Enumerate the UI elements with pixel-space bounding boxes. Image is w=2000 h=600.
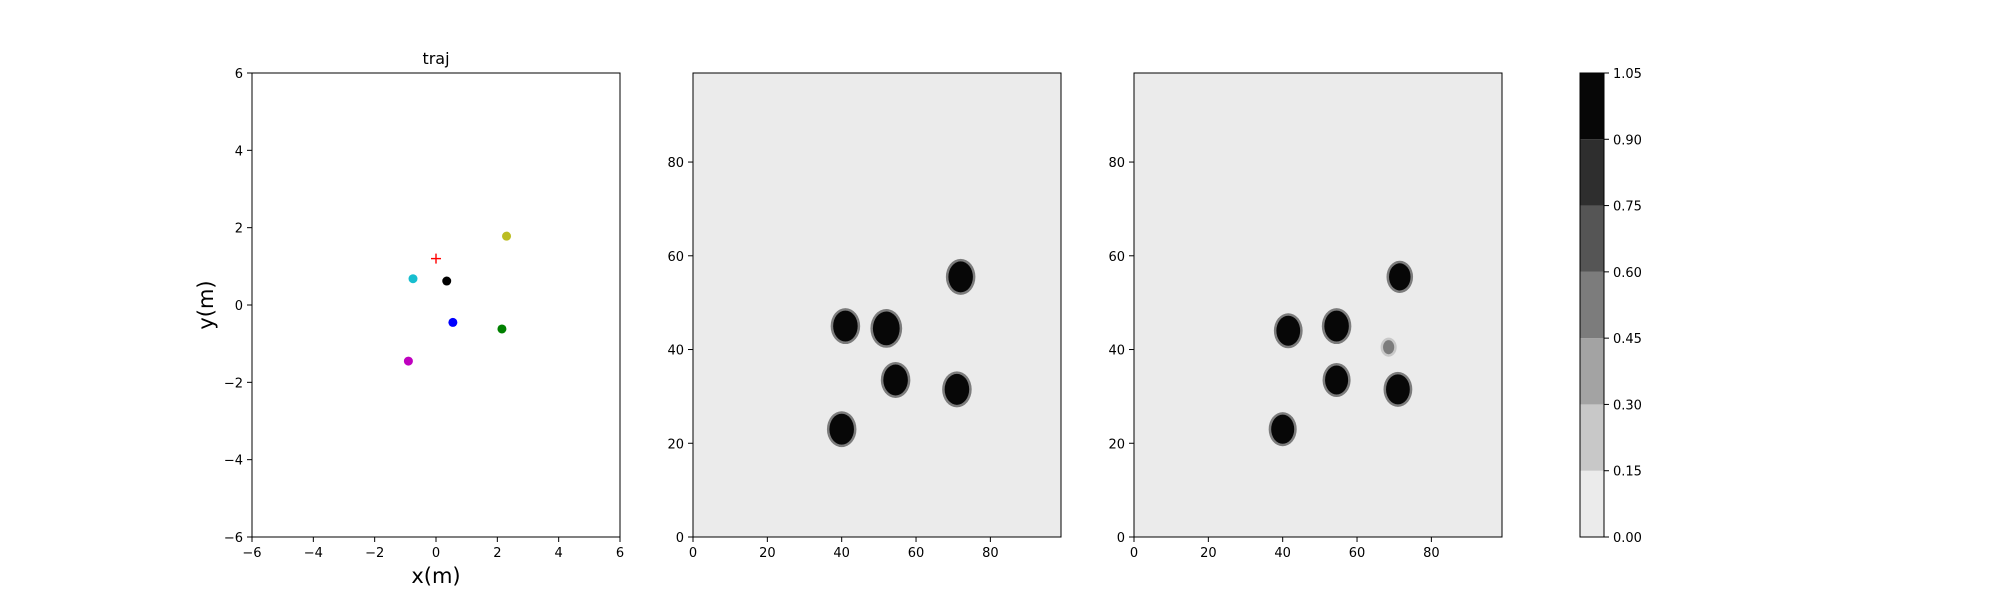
traj-title: traj [422,49,449,68]
traj-xtick-label: −6 [242,546,261,561]
colorbar-tick-label: 0.30 [1613,398,1642,413]
occupancy-blob [883,364,908,396]
traj-ylabel: y(m) [194,280,218,329]
traj-xtick-label: −4 [304,546,323,561]
colorbar-tick-label: 0.75 [1613,200,1642,215]
heatmap-1-xtick-label: 20 [759,546,776,561]
agent-point [403,356,413,366]
heatmap-2-ytick-label: 40 [1108,344,1125,359]
heatmap-panel-2: 0 20 40 60 80 0 20 40 60 80 [1108,72,1503,561]
heatmap-2-xticks: 0 20 40 60 80 [1130,537,1440,561]
colorbar-tick-label: 0.15 [1613,465,1642,480]
heatmap-2-ytick-label: 0 [1117,531,1125,546]
heatmap-1-xticks: 0 20 40 60 80 [689,537,999,561]
colorbar-frame [1579,72,1605,538]
heatmap-2-ytick-label: 80 [1108,156,1125,171]
colorbar-band [1580,338,1604,405]
heatmap-2-ytick-label: 20 [1108,437,1125,452]
occupancy-blob [1276,315,1301,346]
agent-point [408,274,418,284]
traj-ytick-label: 4 [235,144,243,159]
colorbar-tick-label: 1.05 [1613,67,1642,82]
traj-xtick-label: 6 [616,546,624,561]
colorbar-band [1580,470,1604,537]
heatmap-1-ytick-label: 80 [667,156,684,171]
heatmap-1-xtick-label: 60 [908,546,925,561]
heatmap-2-xtick-label: 0 [1130,546,1138,561]
agent-point [497,324,507,334]
traj-xtick-label: 4 [555,546,563,561]
occupancy-blob [1388,263,1411,291]
heatmap-1-xtick-label: 40 [833,546,850,561]
heatmap-2-ytick-label: 60 [1108,250,1125,265]
agent-point [442,276,452,286]
occupancy-blob [948,261,973,293]
heatmap-1-xtick-label: 80 [982,546,999,561]
heatmap-2-blobs [1268,260,1414,447]
traj-ytick-label: 6 [235,67,243,82]
heatmap-2-xtick-label: 20 [1200,546,1217,561]
heatmap-1-xtick-label: 0 [689,546,697,561]
colorbar-bands [1580,73,1604,537]
occupancy-blob [1324,310,1349,342]
traj-panel: traj −6 −4 −2 0 2 4 6 −6 −4 −2 0 2 4 6 x(m) y(m) [194,49,624,588]
agent-point [502,231,512,241]
occupancy-blob [944,373,970,405]
goal-plus-marker [431,253,441,264]
traj-yticks: −6 −4 −2 0 2 4 6 [224,67,252,546]
colorbar-band [1580,271,1604,339]
heatmap-2-frame [1133,72,1503,538]
traj-xlabel: x(m) [411,564,460,588]
traj-ytick-label: 2 [235,222,243,237]
colorbar-band [1580,73,1604,140]
occupancy-blob [1386,374,1410,405]
heatmap-2-yticks: 0 20 40 60 80 [1108,156,1134,546]
heatmap-1-ytick-label: 0 [676,531,684,546]
heatmap-1-yticks: 0 20 40 60 80 [667,156,693,546]
heatmap-2-xtick-label: 80 [1423,546,1440,561]
heatmap-2-background [1134,73,1502,537]
traj-xtick-label: 0 [432,546,440,561]
colorbar-ticks: 0.00 0.15 0.30 0.45 0.60 0.75 0.90 1.05 [1604,67,1642,546]
heatmap-1-background [693,73,1061,537]
heatmap-1-blobs [826,258,976,448]
occupancy-blob [872,311,900,346]
colorbar: 0.00 0.15 0.30 0.45 0.60 0.75 0.90 1.05 [1579,67,1642,546]
heatmap-1-ytick-label: 40 [667,344,684,359]
colorbar-band [1580,205,1604,272]
colorbar-tick-label: 0.90 [1613,133,1642,148]
heatmap-panel-1: 0 20 40 60 80 0 20 40 60 80 [667,72,1062,561]
occupancy-blob [1271,414,1295,444]
heatmap-1-ytick-label: 60 [667,250,684,265]
traj-ytick-label: −6 [224,531,243,546]
heatmap-2-xtick-label: 60 [1349,546,1366,561]
traj-xticks: −6 −4 −2 0 2 4 6 [242,537,624,561]
occupancy-blob [829,413,854,445]
traj-ytick-label: 0 [235,299,243,314]
colorbar-band [1580,404,1604,471]
heatmap-2-xtick-label: 40 [1274,546,1291,561]
traj-ytick-label: −2 [224,376,243,391]
colorbar-band [1580,139,1604,206]
heatmap-1-ytick-label: 20 [667,437,684,452]
colorbar-tick-label: 0.60 [1613,266,1642,281]
heatmap-1-frame [692,72,1062,538]
colorbar-tick-label: 0.45 [1613,332,1642,347]
agent-point [448,317,458,327]
occupancy-blob [1325,365,1349,395]
colorbar-tick-label: 0.00 [1613,531,1642,546]
traj-xtick-label: 2 [493,546,501,561]
traj-xtick-label: −2 [365,546,384,561]
occupancy-blob [1383,340,1395,355]
occupancy-blob [833,310,858,342]
traj-ytick-label: −4 [224,454,243,469]
traj-marks [403,231,512,366]
